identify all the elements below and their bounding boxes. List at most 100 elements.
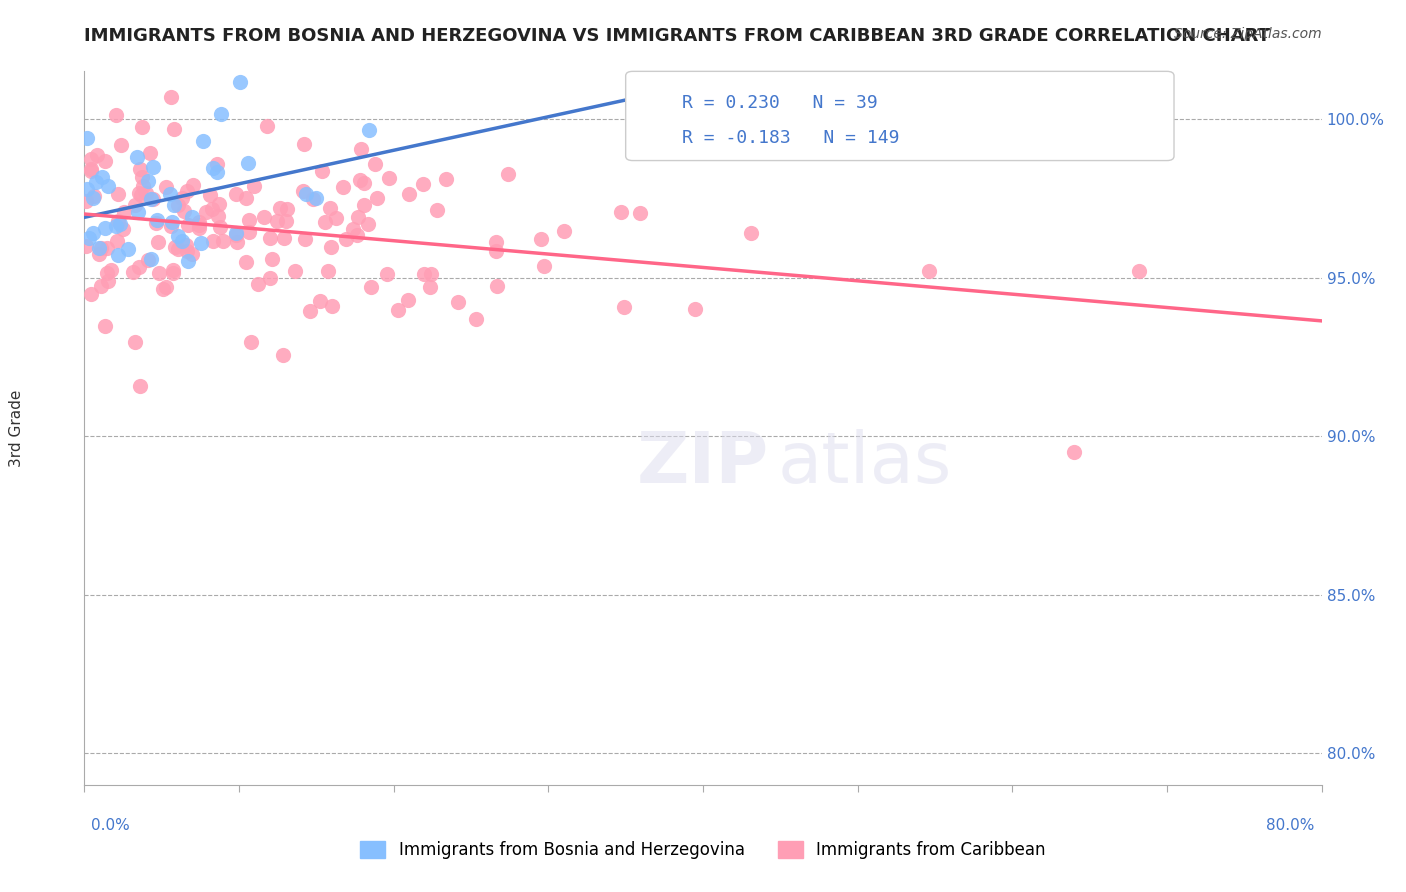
- Point: [187, 215, 209, 229]
- Point: [128, 379, 150, 393]
- Point: [247, 277, 270, 292]
- Point: [90, 279, 112, 293]
- Point: [188, 221, 211, 235]
- Point: [107, 214, 129, 228]
- Point: [259, 231, 281, 245]
- Point: [139, 146, 162, 161]
- Point: [225, 226, 247, 240]
- Point: [129, 187, 152, 202]
- Point: [342, 222, 364, 236]
- Point: [190, 235, 212, 250]
- Text: 80.0%: 80.0%: [1267, 818, 1315, 832]
- Point: [80, 287, 103, 301]
- Point: [253, 211, 276, 225]
- Point: [160, 219, 183, 234]
- Point: [226, 235, 249, 250]
- Point: [357, 122, 380, 136]
- Point: [104, 108, 127, 122]
- Point: [302, 192, 325, 206]
- Point: [242, 179, 264, 194]
- Point: [434, 171, 457, 186]
- Point: [325, 211, 347, 226]
- Point: [238, 225, 260, 239]
- Point: [360, 280, 382, 294]
- Point: [269, 201, 291, 215]
- Point: [80, 161, 103, 176]
- Point: [628, 206, 651, 220]
- Text: Source: ZipAtlas.com: Source: ZipAtlas.com: [1174, 27, 1322, 41]
- Point: [357, 217, 380, 231]
- Point: [87, 241, 110, 255]
- Point: [316, 264, 339, 278]
- Point: [83, 188, 105, 202]
- Point: [239, 334, 262, 349]
- Point: [335, 232, 357, 246]
- Point: [124, 335, 146, 350]
- Point: [208, 196, 231, 211]
- Point: [387, 303, 409, 318]
- Point: [90, 242, 112, 256]
- Point: [176, 237, 198, 252]
- Point: [238, 213, 260, 227]
- Point: [188, 218, 211, 232]
- Point: [138, 252, 160, 267]
- Point: [276, 202, 298, 217]
- Point: [274, 213, 297, 227]
- Point: [485, 235, 508, 250]
- Point: [195, 205, 218, 219]
- Point: [122, 265, 145, 279]
- Point: [96, 241, 118, 255]
- Point: [314, 214, 336, 228]
- Point: [366, 191, 388, 205]
- Point: [496, 167, 519, 181]
- Point: [284, 263, 307, 277]
- Point: [146, 212, 169, 227]
- Point: [266, 214, 288, 228]
- Point: [364, 157, 387, 171]
- Point: [447, 295, 470, 310]
- Point: [112, 222, 135, 236]
- Point: [128, 186, 150, 201]
- Point: [75, 194, 97, 209]
- Point: [375, 267, 398, 281]
- Point: [142, 160, 165, 174]
- Point: [90, 170, 112, 185]
- Point: [610, 205, 633, 219]
- Point: [180, 211, 202, 225]
- Point: [80, 152, 103, 166]
- Point: [319, 201, 342, 215]
- Point: [94, 154, 117, 169]
- Point: [353, 177, 375, 191]
- Point: [308, 294, 330, 309]
- Point: [124, 198, 146, 212]
- Text: atlas: atlas: [778, 429, 952, 499]
- Point: [177, 253, 200, 268]
- Point: [105, 219, 128, 233]
- Point: [346, 228, 368, 243]
- Point: [159, 186, 181, 201]
- Point: [110, 137, 132, 152]
- Point: [127, 151, 149, 165]
- Point: [152, 283, 174, 297]
- Point: [163, 122, 186, 136]
- Point: [209, 107, 232, 121]
- Point: [311, 164, 333, 178]
- Point: [235, 255, 257, 269]
- Point: [292, 136, 315, 151]
- Point: [176, 244, 198, 258]
- Point: [142, 192, 165, 206]
- Point: [378, 171, 401, 186]
- Point: [553, 223, 575, 237]
- Point: [321, 299, 343, 313]
- Point: [412, 267, 434, 281]
- Point: [131, 170, 153, 185]
- Point: [212, 234, 235, 248]
- Point: [162, 266, 184, 280]
- Point: [183, 178, 205, 192]
- Point: [76, 131, 98, 145]
- Point: [683, 301, 706, 316]
- Point: [148, 266, 170, 280]
- Point: [162, 198, 184, 212]
- Point: [412, 177, 434, 191]
- Point: [1063, 445, 1085, 459]
